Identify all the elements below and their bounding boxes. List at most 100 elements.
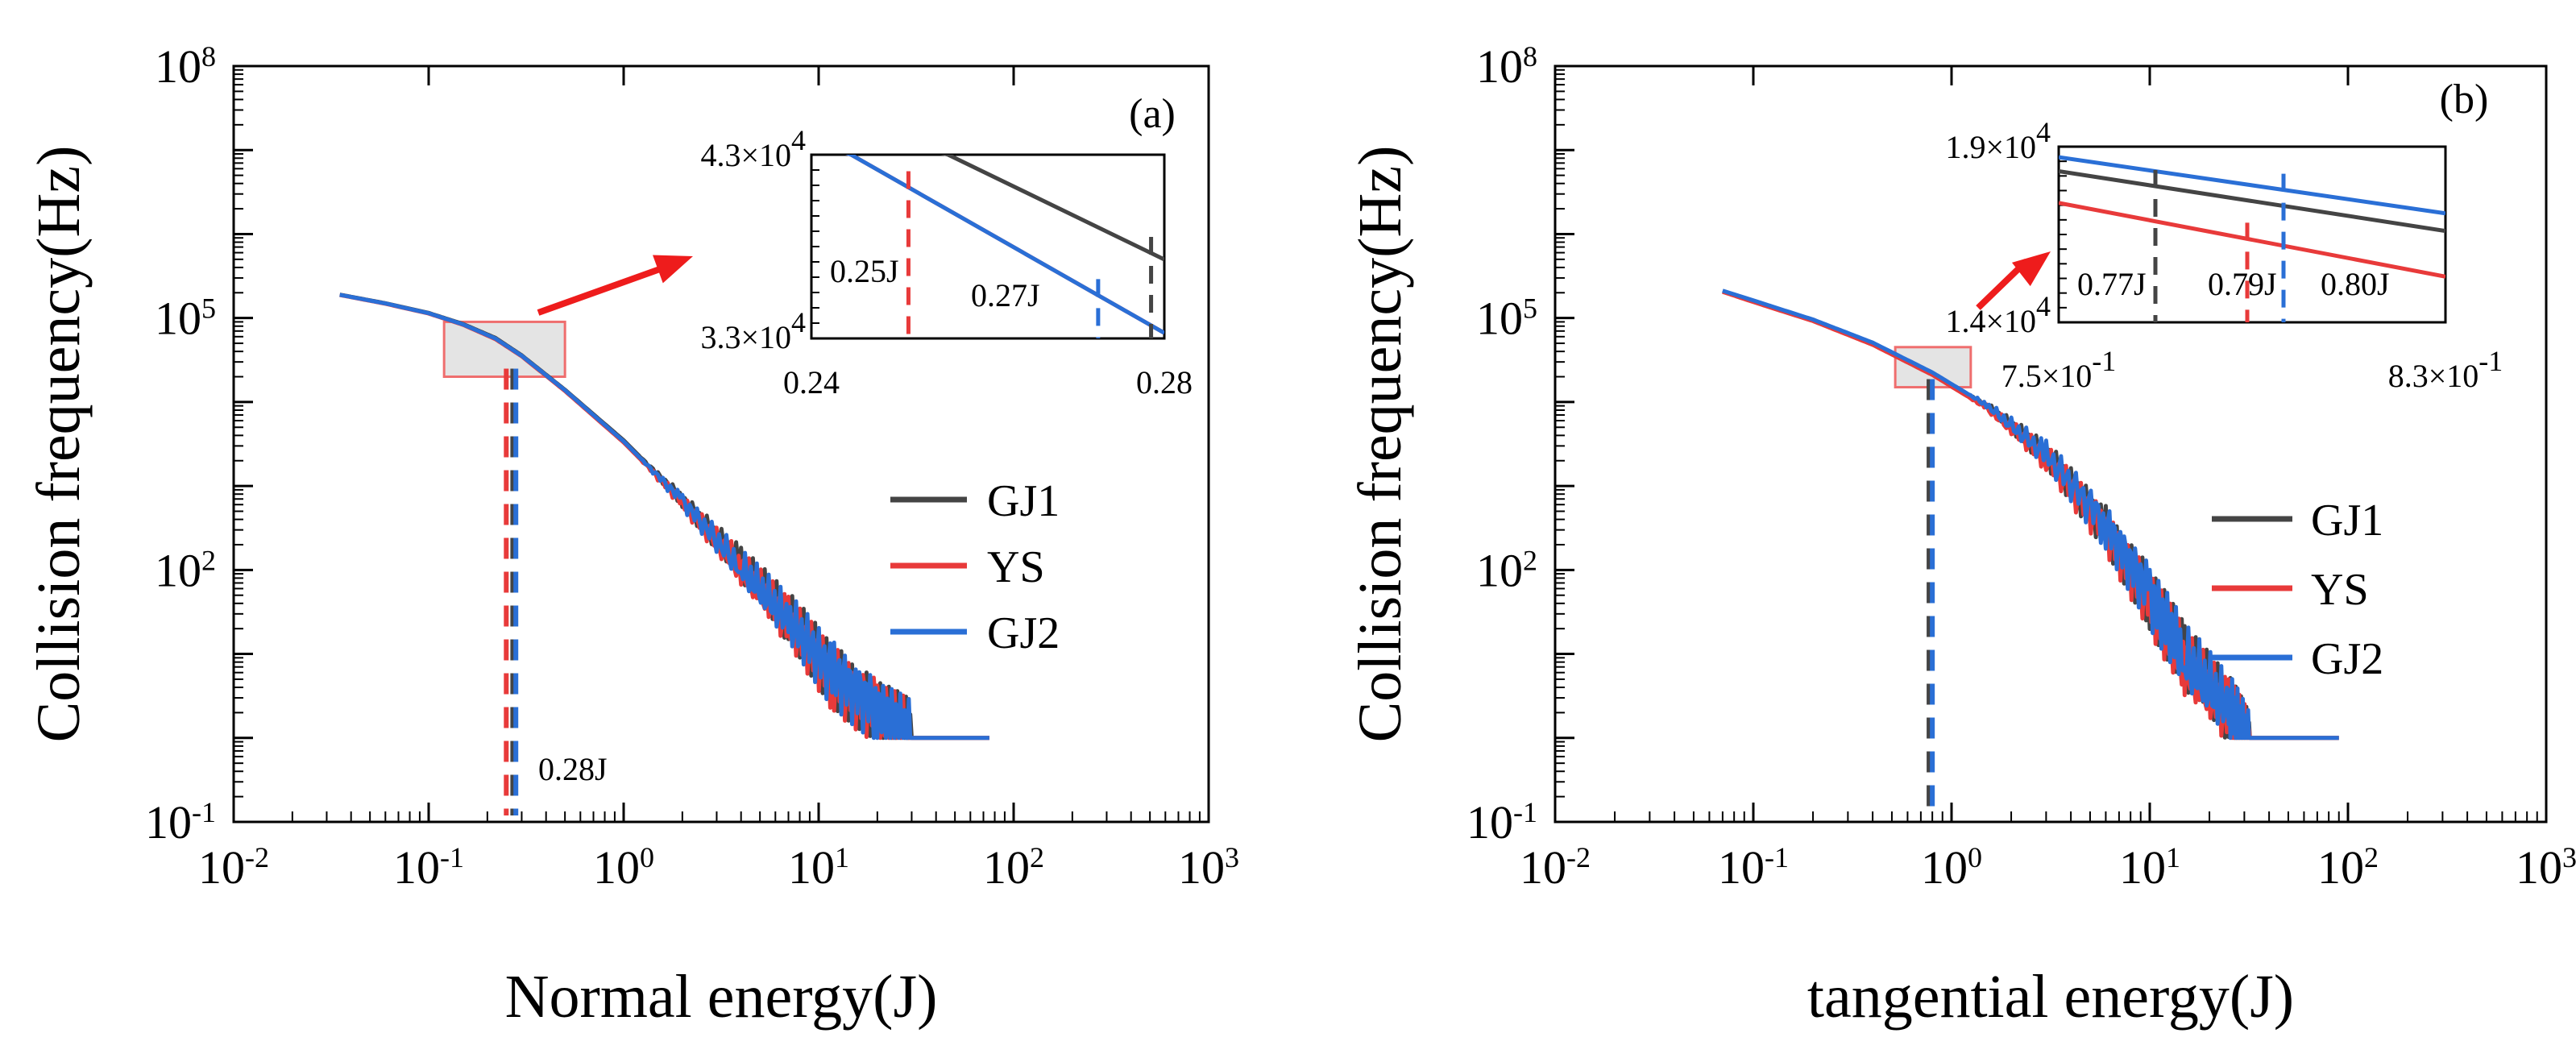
inset-y-tick-label: 4.3×104 [700,124,806,173]
y-tick-label-exp: -1 [192,796,216,828]
series-line-ys [339,293,989,741]
inset-x-tick-label-base: 8.3×10 [2388,358,2479,394]
y-tick-label-exp: 5 [201,293,216,325]
x-tick-label-exp: -1 [440,841,464,873]
inset-value-label: 0.77J [2077,266,2147,302]
x-tick-label: 10-1 [393,841,464,894]
x-tick-label-exp: -1 [1765,841,1789,873]
y-tick-label-base: 10 [155,40,201,93]
plot-frame [1553,64,2548,824]
y-tick-label: 105 [155,293,216,345]
x-tick-label-exp: 1 [835,841,849,873]
inset-frame [810,153,1166,340]
inset-value-label: 0.25J [830,253,899,289]
y-tick-label-exp: 8 [1523,40,1537,73]
y-tick-label: 105 [1476,293,1537,345]
y-tick-label-exp: 2 [1523,544,1537,576]
legend-label-gj1: GJ1 [987,476,1060,526]
inset-series-gj1 [2059,169,2445,234]
zoom-highlight-box [442,320,566,379]
y-axis-title: Collision frequency(Hz) [1346,146,1414,743]
x-tick-label-base: 10 [1520,841,1566,894]
threshold-annotation: 0.28J [538,751,608,787]
inset-x-tick-label-base: 7.5×10 [2001,358,2093,394]
y-tick-label: 10-1 [1466,796,1537,848]
x-tick-label-exp: 3 [1225,841,1239,873]
chart-panel-a: 10-2 10-1 100 101 102 10310-1102105108Normal … [25,40,1239,1031]
x-tick-label: 101 [2119,841,2180,894]
y-tick-label-base: 10 [155,293,201,345]
legend-label-gj2: GJ2 [987,608,1060,658]
inset-value-label: 0.27J [971,277,1040,313]
inset-series-ys [2059,201,2445,279]
legend-label-ys: YS [2311,565,2369,615]
inset-y-tick-label-exp: 4 [791,124,806,156]
y-axis-title: Collision frequency(Hz) [25,146,93,743]
legend: GJ1 YS GJ2 [2212,496,2383,684]
x-tick-label: 10-2 [1520,841,1591,894]
inset-y-tick-label: 1.9×104 [1945,116,2051,165]
inset-series-gj1 [940,155,1164,262]
y-tick-label: 108 [1476,40,1537,93]
x-tick-label-exp: 0 [640,841,654,873]
plot-frame [232,64,1210,824]
x-tick-label-exp: -2 [245,841,269,873]
x-axis-title: Normal energy(J) [505,963,938,1031]
inset-series-group [845,155,1164,338]
x-tick-label: 102 [983,841,1044,894]
inset-y-tick-label-base: 4.3×10 [700,137,791,173]
x-tick-label-base: 10 [2317,841,2364,894]
series-line-gj2 [1722,288,2339,741]
inset-y-tick-label-exp: 4 [2036,290,2051,322]
y-tick-label-exp: 5 [1523,293,1537,325]
inset-x-tick-label-exp: -1 [2479,345,2503,377]
x-tick-label-exp: 2 [1030,841,1044,873]
inset-series-gj2 [845,155,1164,335]
zoom-arrow-head [2011,251,2051,287]
legend-label-gj2: GJ2 [2311,634,2383,684]
legend: GJ1 YS GJ2 [890,476,1060,658]
panel-label: (b) [2440,77,2489,122]
inset-series-group [2059,155,2445,322]
inset-series-gj2 [2059,155,2445,216]
x-tick-label-exp: -2 [1566,841,1591,873]
y-tick-label-base: 10 [1476,293,1523,345]
inset-y-tick-label: 1.4×104 [1945,290,2051,339]
x-tick-label-exp: 1 [2166,841,2180,873]
inset-y-tick-label-exp: 4 [791,306,806,338]
x-tick-label: 102 [2317,841,2379,894]
inset-x-tick-label: 0.24 [783,364,840,400]
x-tick-label: 103 [2516,841,2576,894]
y-tick-label-base: 10 [155,544,201,596]
legend-label-ys: YS [987,542,1045,592]
inset-y-tick-label-exp: 4 [2036,116,2051,148]
x-axis-title: tangential energy(J) [1807,963,2294,1031]
zoom-arrow [537,263,670,316]
x-tick-label: 103 [1178,841,1239,894]
x-tick-label-base: 10 [593,841,640,894]
inset-x-tick-label: 8.3×10-1 [2388,345,2503,394]
x-tick-label-base: 10 [1718,841,1765,894]
x-tick-label: 100 [1921,841,1982,894]
x-tick-label: 100 [593,841,654,894]
x-tick-label-exp: 0 [1968,841,1982,873]
series-line-gj2 [339,293,989,741]
inset-x-tick-label: 0.28 [1136,364,1193,400]
legend-label-gj1: GJ1 [2311,496,2383,546]
y-tick-label: 10-1 [145,796,216,848]
series-line-gj1 [339,293,989,741]
x-tick-label: 10-2 [198,841,269,894]
y-tick-label: 102 [1476,544,1537,596]
inset-value-label: 0.79J [2208,266,2277,302]
inset-value-label: 0.80J [2321,266,2390,302]
y-tick-label: 108 [155,40,216,93]
inset-y-tick-label: 3.3×104 [700,306,806,355]
x-tick-label-base: 10 [983,841,1030,894]
inset-y-tick-label-base: 3.3×10 [700,319,791,355]
inset-y-tick-label-base: 1.9×10 [1945,129,2036,165]
y-tick-label-base: 10 [1476,544,1523,596]
x-tick-label: 101 [788,841,849,894]
